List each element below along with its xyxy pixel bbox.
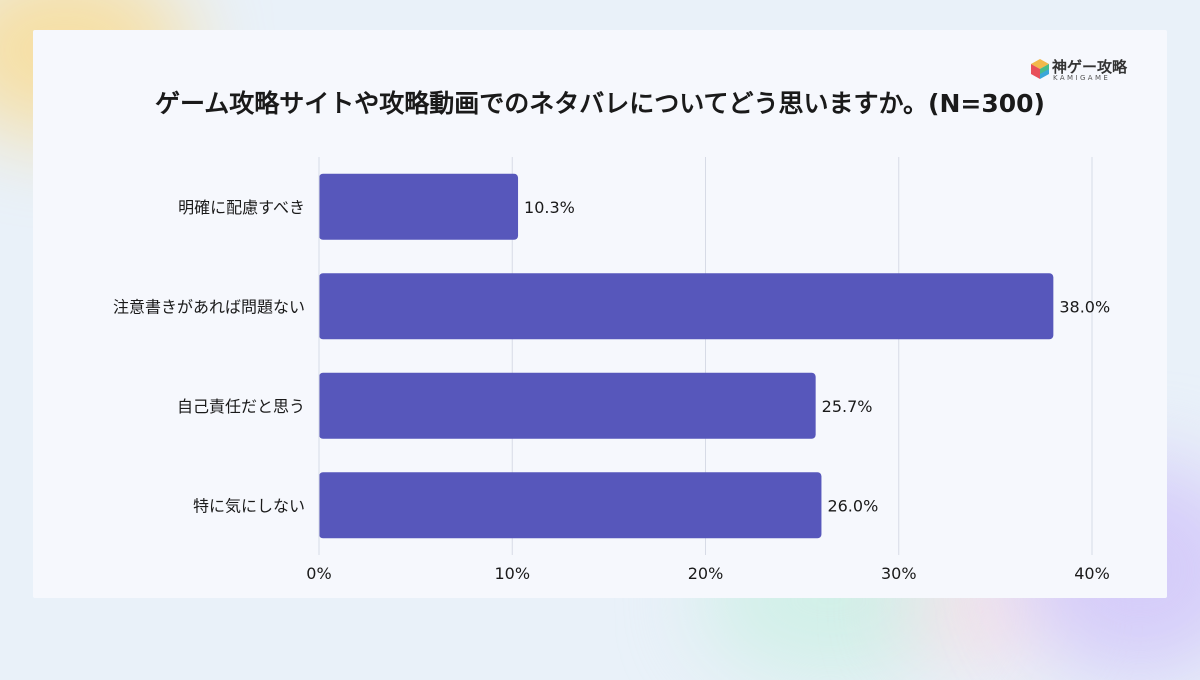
logo-text: 神ゲー攻略 [1052, 58, 1128, 76]
bar-chart: 明確に配慮すべき 10.3% 注意書きがあれば問題ない 38.0% 自己責任だと思う 25… [113, 157, 1110, 583]
brand-logo: 神ゲー攻略 KAMIGAME [1030, 58, 1140, 84]
value-label: 10.3% [524, 198, 575, 217]
x-tick-label: 20% [688, 564, 724, 583]
bar [319, 372, 816, 439]
value-label: 25.7% [822, 397, 873, 416]
logo-cube-icon [1031, 59, 1049, 79]
category-label: 注意書きがあれば問題ない [113, 297, 305, 316]
x-tick-label: 10% [494, 564, 530, 583]
category-label: 自己責任だと思う [177, 397, 305, 416]
category-label: 明確に配慮すべき [178, 198, 305, 217]
logo-subtext: KAMIGAME [1053, 74, 1111, 82]
bar [319, 273, 1054, 340]
x-tick-label: 0% [306, 564, 331, 583]
x-tick-label: 30% [881, 564, 917, 583]
value-label: 38.0% [1059, 297, 1110, 316]
category-label: 特に気にしない [193, 496, 305, 515]
chart-title: ゲーム攻略サイトや攻略動画でのネタバレについてどう思いますか。(N=300) [155, 89, 1045, 118]
x-tick-label: 40% [1074, 564, 1110, 583]
bar [319, 173, 519, 240]
bar [319, 472, 822, 539]
value-label: 26.0% [827, 496, 878, 515]
